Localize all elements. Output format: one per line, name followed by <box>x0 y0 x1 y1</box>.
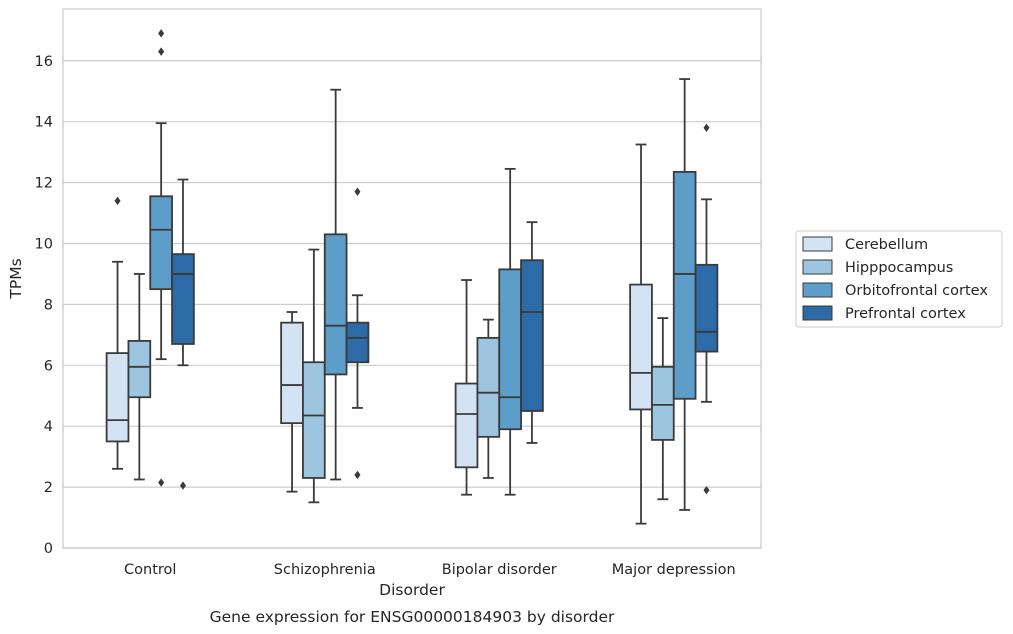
box-iqr <box>345 321 370 364</box>
y-tick-label: 2 <box>44 480 53 496</box>
box-iqr <box>171 253 195 345</box>
x-tick-label: Schizophrenia <box>274 562 376 578</box>
box-prefrontal-cortex-3 <box>694 123 719 495</box>
box-iqr <box>105 352 130 443</box>
y-tick-label: 8 <box>44 297 53 313</box>
y-axis-label: TPMs <box>7 258 25 299</box>
box-cerebellum-2 <box>454 279 479 496</box>
box-iqr <box>651 365 675 441</box>
box-iqr <box>302 361 326 479</box>
box-hipppocampus-1 <box>302 248 326 504</box>
legend: Cerebellum Hipppocampus Orbitofrontal cort… <box>795 230 1003 328</box>
legend-swatch <box>802 305 833 321</box>
box-prefrontal-cortex-1 <box>345 187 370 480</box>
box-iqr <box>629 283 653 411</box>
box-hipppocampus-0 <box>127 273 152 481</box>
box-prefrontal-cortex-2 <box>520 221 544 444</box>
outlier-point <box>158 29 165 38</box>
box-iqr <box>694 263 719 353</box>
outlier-point <box>703 485 710 495</box>
box-iqr <box>149 195 173 291</box>
y-tick-label: 0 <box>44 541 53 557</box>
box-iqr <box>454 382 479 469</box>
legend-label: Hipppocampus <box>845 260 953 276</box>
y-tick-label: 6 <box>44 358 53 374</box>
box-iqr <box>127 340 152 399</box>
y-axis-ticks: 0 2 4 6 8 10 12 14 16 <box>35 54 53 557</box>
plot-frame <box>62 8 762 549</box>
box-orbitofrontal-cortex-0 <box>149 29 173 487</box>
box-orbitofrontal-cortex-1 <box>323 88 348 481</box>
box-iqr <box>498 268 522 431</box>
y-tick-label: 12 <box>35 176 53 192</box>
legend-swatch <box>802 282 833 298</box>
box-iqr <box>672 171 697 400</box>
legend-swatch <box>802 259 833 275</box>
box-iqr <box>280 321 304 425</box>
x-axis-ticks: Control Schizophrenia Bipolar disorder Majo… <box>124 562 736 578</box>
x-tick-label: Bipolar disorder <box>442 562 557 578</box>
legend-label: Orbitofrontal cortex <box>845 283 988 299</box>
box-orbitofrontal-cortex-3 <box>672 78 697 511</box>
outlier-point <box>158 478 165 487</box>
y-tick-label: 14 <box>35 115 53 131</box>
legend-swatch <box>802 236 833 252</box>
box-cerebellum-0 <box>105 196 130 470</box>
legend-label: Cerebellum <box>845 237 928 253</box>
x-tick-label: Control <box>124 562 176 578</box>
legend-label: Prefrontal cortex <box>845 306 966 322</box>
gridlines <box>63 60 761 549</box>
x-tick-label: Major depression <box>612 562 736 578</box>
box-hipppocampus-2 <box>476 318 501 479</box>
outlier-point <box>703 123 710 132</box>
x-axis-label: Disorder <box>379 581 445 599</box>
box-cerebellum-3 <box>629 143 653 525</box>
box-orbitofrontal-cortex-2 <box>498 167 522 496</box>
box-iqr <box>323 233 348 376</box>
box-prefrontal-cortex-0 <box>171 178 195 490</box>
box-iqr <box>520 259 544 412</box>
outlier-point <box>179 481 186 490</box>
outlier-point <box>158 47 165 56</box>
box-cerebellum-1 <box>280 311 304 493</box>
chart-title: Gene expression for ENSG00000184903 by d… <box>210 608 615 626</box>
legend-frame <box>795 230 1003 328</box>
boxes-layer <box>105 29 719 525</box>
y-tick-label: 10 <box>35 236 53 252</box>
outlier-point <box>354 470 361 480</box>
outlier-point <box>354 187 361 196</box>
y-tick-label: 4 <box>44 419 53 435</box>
box-hipppocampus-3 <box>651 317 675 501</box>
box-iqr <box>476 336 501 438</box>
outlier-point <box>114 196 121 206</box>
y-tick-label: 16 <box>35 54 53 70</box>
